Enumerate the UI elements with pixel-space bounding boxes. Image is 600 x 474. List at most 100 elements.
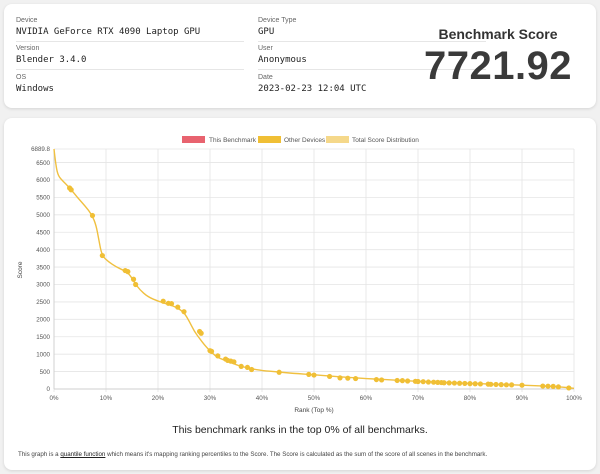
x-axis-label: Rank (Top %) xyxy=(294,407,333,414)
version-field: Version Blender 3.4.0 xyxy=(16,44,244,70)
y-tick-label: 5500 xyxy=(36,195,50,202)
other-device-point[interactable] xyxy=(503,382,509,388)
legend-swatch-distribution[interactable] xyxy=(326,136,349,143)
x-tick-label: 30% xyxy=(204,395,217,402)
other-device-point[interactable] xyxy=(472,381,478,387)
other-device-point[interactable] xyxy=(160,298,166,304)
device-type-field: Device Type GPU xyxy=(258,16,486,42)
legend-label-distribution[interactable]: Total Score Distribution xyxy=(352,137,419,144)
other-device-point[interactable] xyxy=(231,359,237,365)
legend-label-other-devices[interactable]: Other Devices xyxy=(284,137,326,144)
other-device-point[interactable] xyxy=(420,379,426,385)
y-axis-ticks: 0 500 1000 1500 2000 2500 3000 3500 4000 4500 5000… xyxy=(31,146,50,393)
other-device-point[interactable] xyxy=(394,377,400,384)
y-tick-label: 1000 xyxy=(36,351,50,358)
x-axis-ticks: 0% 10% 20% 30% 40% 50% 60% 70% 80% 90% 100% xyxy=(50,395,583,402)
other-device-point[interactable] xyxy=(133,281,139,288)
other-device-point[interactable] xyxy=(509,382,515,388)
other-device-point[interactable] xyxy=(345,375,351,381)
date-value: 2023-02-23 12:04 UTC xyxy=(258,84,367,94)
device-label: Device xyxy=(16,17,38,24)
quantile-chart: This Benchmark Other Devices Total Score… xyxy=(17,136,583,414)
other-device-point[interactable] xyxy=(488,381,494,387)
other-device-point[interactable] xyxy=(519,382,525,388)
other-device-point[interactable] xyxy=(244,364,251,371)
other-device-point[interactable] xyxy=(208,348,215,354)
device-type-value: GPU xyxy=(258,26,486,42)
device-info-card: Device NVIDIA GeForce RTX 4090 Laptop GP… xyxy=(4,4,596,108)
other-device-point[interactable] xyxy=(451,380,457,386)
other-device-point[interactable] xyxy=(493,381,499,388)
other-device-point[interactable] xyxy=(555,384,562,390)
y-tick-label: 1500 xyxy=(36,334,50,341)
distribution-curve xyxy=(53,148,575,389)
legend-swatch-this-benchmark[interactable] xyxy=(182,136,205,143)
other-device-point[interactable] xyxy=(399,378,405,384)
version-value: Blender 3.4.0 xyxy=(16,54,244,70)
y-tick-label: 0 xyxy=(47,386,51,393)
other-device-point[interactable] xyxy=(168,301,175,307)
other-device-point[interactable] xyxy=(125,269,131,275)
other-device-point[interactable] xyxy=(550,383,556,389)
other-device-point[interactable] xyxy=(431,379,437,385)
other-device-point[interactable] xyxy=(175,304,181,310)
other-device-point[interactable] xyxy=(545,383,551,389)
y-tick-label: 4000 xyxy=(36,247,50,254)
x-tick-label: 10% xyxy=(100,395,113,402)
user-label: User xyxy=(258,45,273,52)
footnote-text-start: This graph is a xyxy=(18,451,61,458)
other-device-point[interactable] xyxy=(441,380,447,386)
other-device-point[interactable] xyxy=(311,372,317,378)
quantile-function-link[interactable]: quantile function xyxy=(60,451,106,458)
other-device-point[interactable] xyxy=(306,371,312,377)
legend-swatch-other-devices[interactable] xyxy=(258,136,281,143)
other-device-point[interactable] xyxy=(467,381,473,387)
y-axis-label: Score xyxy=(17,261,24,278)
other-device-point[interactable] xyxy=(540,383,546,389)
other-device-point[interactable] xyxy=(425,379,431,385)
date-field: Date 2023-02-23 12:04 UTC xyxy=(258,73,486,98)
other-device-point[interactable] xyxy=(353,375,359,382)
other-device-point[interactable] xyxy=(379,377,385,383)
other-device-point[interactable] xyxy=(130,276,137,282)
other-device-point[interactable] xyxy=(327,373,333,380)
benchmark-score-title: Benchmark Score xyxy=(438,26,558,42)
rank-summary-text: This benchmark ranks in the top 0% of al… xyxy=(172,424,428,436)
other-device-point[interactable] xyxy=(276,369,282,375)
x-tick-label: 20% xyxy=(152,395,165,402)
other-device-point[interactable] xyxy=(415,378,421,385)
x-tick-label: 90% xyxy=(516,395,529,402)
other-device-point[interactable] xyxy=(446,380,452,386)
other-device-point[interactable] xyxy=(566,385,572,391)
y-tick-label: 6500 xyxy=(36,160,50,167)
other-device-point[interactable] xyxy=(337,375,343,381)
other-device-point[interactable] xyxy=(249,366,255,373)
y-tick-label: 3000 xyxy=(36,282,50,289)
other-device-point[interactable] xyxy=(373,376,379,383)
os-field: OS Windows xyxy=(16,73,244,98)
x-tick-label: 100% xyxy=(566,395,582,402)
other-devices-points xyxy=(67,185,572,391)
other-device-point[interactable] xyxy=(198,330,204,336)
other-device-point[interactable] xyxy=(68,187,74,193)
other-device-point[interactable] xyxy=(238,363,244,369)
other-device-point[interactable] xyxy=(405,378,411,384)
legend-label-this-benchmark[interactable]: This Benchmark xyxy=(209,137,257,144)
os-label: OS xyxy=(16,74,27,81)
x-tick-label: 70% xyxy=(412,395,425,402)
chart-grid xyxy=(53,148,575,392)
other-device-point[interactable] xyxy=(215,353,221,359)
footnote-text-end: which means it's mapping ranking percent… xyxy=(105,451,488,458)
other-device-point[interactable] xyxy=(457,380,463,386)
y-tick-label: 6000 xyxy=(36,177,50,184)
y-tick-label: 2000 xyxy=(36,317,50,324)
other-device-point[interactable] xyxy=(498,382,504,388)
other-device-point[interactable] xyxy=(181,309,187,315)
other-device-point[interactable] xyxy=(99,252,105,259)
other-device-point[interactable] xyxy=(477,381,483,387)
other-device-point[interactable] xyxy=(462,380,468,387)
chart-legend[interactable]: This Benchmark Other Devices Total Score… xyxy=(182,136,419,144)
chart-card: This Benchmark Other Devices Total Score… xyxy=(4,118,596,470)
benchmark-score-value: 7721.92 xyxy=(423,44,573,88)
other-device-point[interactable] xyxy=(89,212,96,219)
